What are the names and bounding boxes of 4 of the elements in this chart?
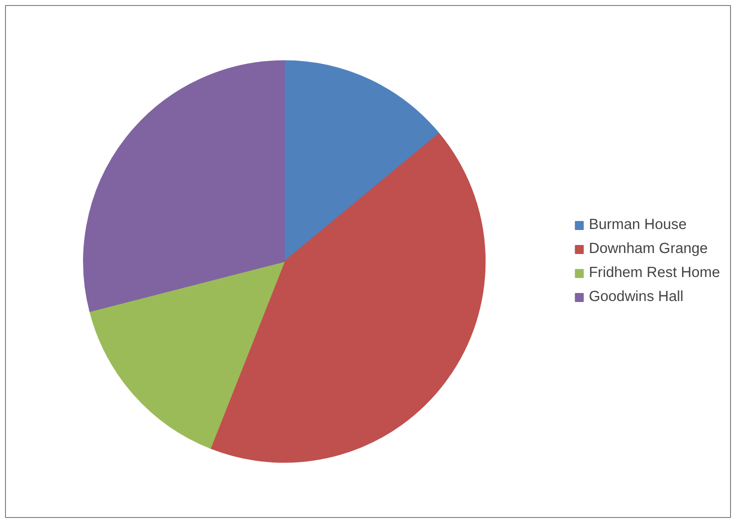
legend-label: Burman House	[588, 217, 687, 233]
legend-label: Fridhem Rest Home	[588, 265, 720, 281]
legend-label: Downham Grange	[588, 241, 708, 257]
legend-label: Goodwins Hall	[588, 289, 684, 305]
